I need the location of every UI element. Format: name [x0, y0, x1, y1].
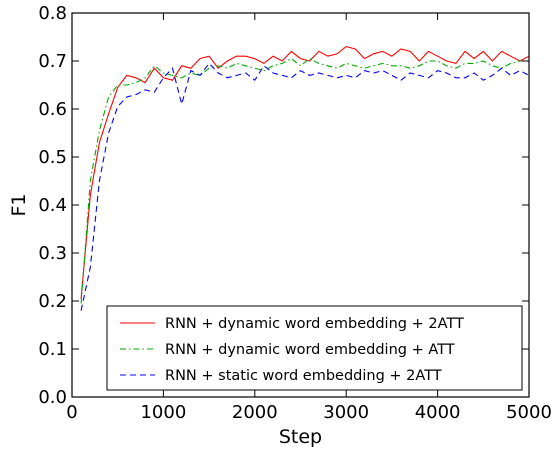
legend-box	[106, 305, 523, 391]
y-tick-label: 0.4	[38, 195, 67, 216]
y-axis-label: F1	[8, 193, 30, 216]
x-tick-label: 1000	[140, 402, 186, 423]
x-tick-label: 2000	[232, 402, 278, 423]
legend: RNN + dynamic word embedding + 2ATT RNN +…	[106, 305, 523, 391]
y-tick-label: 0.2	[38, 291, 67, 312]
series-line-1	[80, 45, 530, 299]
series-line-3	[80, 62, 530, 311]
y-tick-label: 0.3	[38, 243, 67, 264]
x-tick-label: 3000	[323, 402, 369, 423]
x-axis-label: Step	[279, 426, 322, 448]
series-line-2	[80, 57, 529, 304]
x-tick-label: 5000	[506, 402, 552, 423]
y-tick-label: 0.0	[38, 387, 67, 408]
ticks-layer: 0 1000 2000 3000 4000 5000 0.0 0.1 0.2 0.3 0.4 0.5 0…	[38, 3, 552, 423]
y-tick-label: 0.8	[38, 3, 67, 24]
legend-label-3: RNN + static word embedding + 2ATT	[165, 368, 442, 384]
y-tick-label: 0.5	[38, 147, 67, 168]
y-tick-label: 0.6	[38, 99, 67, 120]
series-layer	[80, 45, 530, 311]
x-tick-label: 4000	[415, 402, 461, 423]
x-tick-label: 0	[66, 402, 77, 423]
legend-label-2: RNN + dynamic word embedding + ATT	[165, 342, 455, 358]
y-tick-label: 0.1	[38, 339, 67, 360]
legend-label-1: RNN + dynamic word embedding + 2ATT	[165, 316, 464, 332]
y-tick-label: 0.7	[38, 51, 67, 72]
